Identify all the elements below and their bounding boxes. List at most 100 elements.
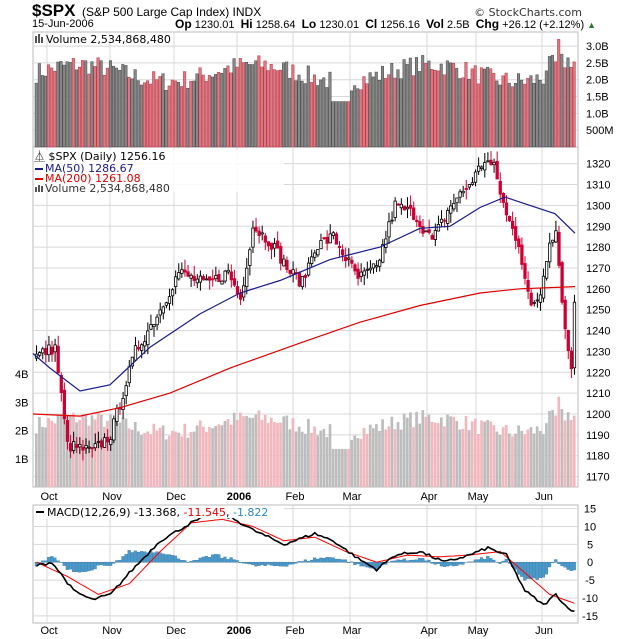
panel-frame bbox=[32, 504, 579, 624]
volume-bar bbox=[356, 88, 360, 148]
volume-overlay-bar bbox=[186, 437, 190, 487]
volume-bar bbox=[396, 69, 400, 148]
volume-bar bbox=[436, 70, 440, 148]
volume-bar bbox=[371, 76, 375, 148]
volume-overlay-bar bbox=[504, 424, 508, 487]
volume-overlay-bar bbox=[458, 429, 462, 487]
volume-overlay-bar bbox=[282, 416, 286, 487]
volume-bar bbox=[186, 87, 190, 148]
volume-bar bbox=[291, 64, 295, 148]
volume-overlay-bar bbox=[263, 414, 267, 487]
volume-bar bbox=[93, 66, 97, 148]
volume-overlay-bar bbox=[399, 429, 403, 487]
volume-y-tick: 2.0B bbox=[586, 75, 609, 87]
volume-bar bbox=[161, 73, 165, 148]
volume-overlay-tick: 2B bbox=[15, 426, 28, 438]
volume-bar bbox=[538, 79, 542, 148]
volume-bar bbox=[316, 85, 320, 148]
volume-overlay-bar bbox=[331, 448, 335, 487]
volume-overlay-bar bbox=[257, 410, 261, 487]
volume-overlay-bar bbox=[155, 430, 159, 487]
volume-overlay-bar bbox=[427, 414, 431, 487]
volume-overlay-bar bbox=[415, 411, 418, 487]
volume-bar bbox=[210, 76, 214, 148]
volume-bar bbox=[455, 68, 459, 148]
volume-bar bbox=[402, 59, 406, 148]
volume-bar bbox=[50, 67, 54, 148]
x-axis-label: Feb bbox=[286, 625, 305, 637]
volume-bar bbox=[65, 61, 69, 148]
volume-overlay-bar bbox=[208, 426, 211, 487]
ma50-line bbox=[32, 196, 576, 392]
volume-bar bbox=[118, 70, 122, 148]
volume-bar bbox=[467, 78, 471, 148]
volume-overlay-bar bbox=[548, 411, 551, 487]
volume-overlay-bar bbox=[75, 422, 78, 487]
volume-bar bbox=[560, 53, 564, 148]
volume-overlay-bar bbox=[449, 416, 452, 487]
volume-overlay-bar bbox=[325, 437, 329, 487]
volume-overlay-bar bbox=[273, 422, 276, 487]
volume-bar bbox=[517, 73, 521, 148]
ma200-line bbox=[32, 286, 576, 417]
price-y-tick: 1320 bbox=[586, 159, 610, 171]
volume-overlay-bar bbox=[313, 426, 316, 487]
volume-overlay-bar bbox=[35, 433, 38, 487]
volume-bar bbox=[365, 83, 369, 148]
volume-overlay-bar bbox=[350, 439, 354, 487]
volume-overlay-bar bbox=[526, 429, 530, 487]
quote-summary: Op 1230.01 Hi 1258.64 Lo 1230.01 Cl 1256… bbox=[175, 17, 596, 31]
volume-bar bbox=[563, 67, 567, 148]
volume-overlay-bar bbox=[498, 434, 502, 487]
volume-overlay-bar bbox=[288, 429, 292, 487]
volume-bar bbox=[47, 64, 51, 148]
volume-bar bbox=[56, 61, 60, 148]
volume-overlay-tick: 3B bbox=[15, 397, 28, 409]
volume-bar bbox=[479, 67, 483, 148]
volume-overlay-bar bbox=[180, 436, 183, 487]
price-y-tick: 1200 bbox=[586, 409, 610, 421]
volume-bar bbox=[535, 74, 539, 148]
macd-y-tick: 0 bbox=[587, 557, 593, 569]
volume-bar bbox=[513, 83, 517, 148]
volume-bar bbox=[278, 69, 282, 148]
volume-bar bbox=[238, 58, 242, 148]
volume-bar bbox=[173, 80, 177, 148]
price-y-tick: 1280 bbox=[586, 242, 610, 254]
volume-bar bbox=[71, 58, 75, 148]
volume-bar bbox=[408, 57, 412, 148]
volume-overlay-bar bbox=[554, 415, 558, 487]
volume-overlay-bar bbox=[161, 425, 165, 487]
macd-y-tick: -5 bbox=[585, 575, 595, 587]
volume-bar bbox=[461, 77, 465, 148]
volume-overlay-bar bbox=[501, 427, 505, 487]
volume-overlay-bar bbox=[452, 416, 456, 487]
volume-overlay-bar bbox=[473, 418, 477, 487]
volume-bar bbox=[353, 85, 357, 148]
volume-overlay-bar bbox=[347, 448, 350, 487]
volume-bar bbox=[244, 62, 248, 148]
macd-histogram bbox=[34, 550, 576, 581]
volume-overlay-bar bbox=[538, 430, 542, 487]
volume-overlay-bar bbox=[393, 429, 397, 487]
volume-bar bbox=[37, 63, 41, 148]
volume-overlay-bar bbox=[279, 422, 282, 487]
volume-bar bbox=[362, 76, 366, 148]
volume-overlay-bar bbox=[489, 421, 493, 487]
volume-bar bbox=[424, 63, 428, 148]
volume-y-tick: 2.5B bbox=[586, 58, 609, 70]
volume-bar bbox=[421, 55, 425, 148]
volume-bar bbox=[183, 71, 187, 148]
volume-bar bbox=[544, 70, 548, 148]
volume-bar bbox=[176, 82, 180, 148]
volume-overlay-bar bbox=[294, 431, 298, 487]
volume-bar bbox=[180, 86, 184, 148]
volume-bar bbox=[464, 62, 468, 148]
volume-bar bbox=[248, 64, 252, 148]
volume-overlay-bar bbox=[390, 416, 394, 487]
volume-bar bbox=[350, 90, 354, 148]
volume-bar bbox=[566, 57, 570, 148]
volume-overlay-bar bbox=[569, 420, 573, 487]
volume-bar bbox=[384, 78, 388, 148]
volume-bar bbox=[343, 101, 347, 148]
